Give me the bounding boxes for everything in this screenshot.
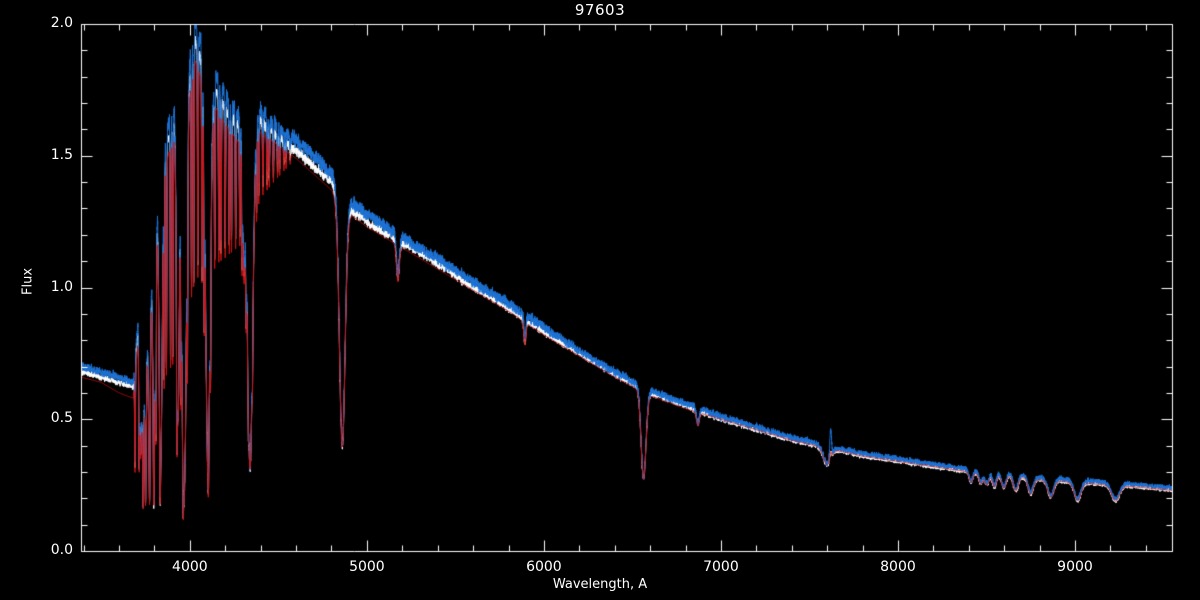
spectrum-plot-canvas (0, 0, 1200, 600)
spectrum-plot-page: 97603 Wavelength, A Flux 4000 5000 6000 700… (0, 0, 1200, 600)
